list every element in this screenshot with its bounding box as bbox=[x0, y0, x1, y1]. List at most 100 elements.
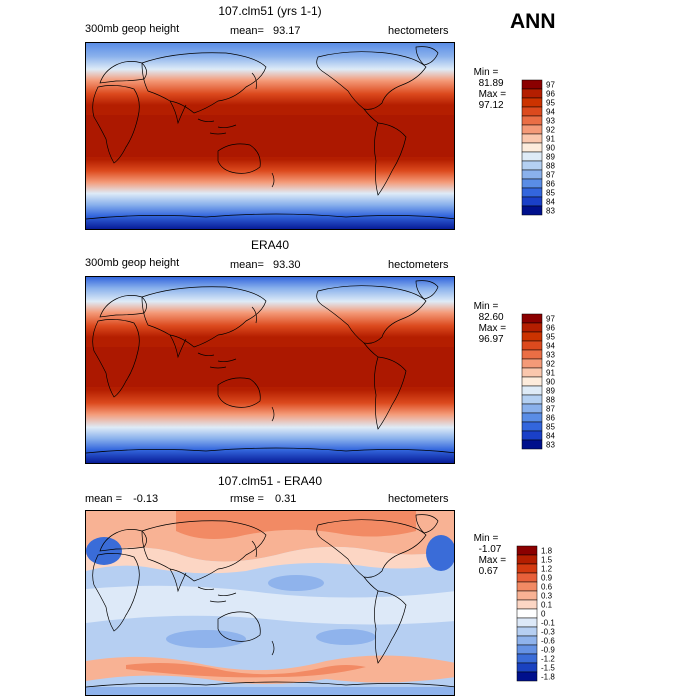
colorbar-tick-label: 92 bbox=[546, 126, 555, 135]
colorbar-swatch bbox=[516, 581, 538, 592]
colorbar-swatch bbox=[516, 635, 538, 646]
panel2-minmax: Min = 82.60 Max = 96.97 bbox=[468, 290, 507, 345]
panel2-field-label: 300mb geop height bbox=[85, 257, 180, 269]
panel2-min-label: Min = bbox=[473, 301, 499, 312]
colorbar-swatch bbox=[521, 115, 543, 126]
colorbar-swatch bbox=[521, 367, 543, 378]
panel1-mean-value: 93.17 bbox=[273, 25, 301, 37]
colorbar-tick-label: 93 bbox=[546, 117, 555, 126]
colorbar-swatch bbox=[521, 97, 543, 108]
panel1-field-label: 300mb geop height bbox=[85, 23, 180, 35]
colorbar-tick-label: 88 bbox=[546, 396, 555, 405]
panel1-title: 107.clm51 (yrs 1-1) bbox=[218, 4, 322, 18]
colorbar-swatch bbox=[516, 545, 538, 556]
panel3-minmax: Min = -1.07 Max = 0.67 bbox=[468, 522, 507, 577]
colorbar-swatch bbox=[521, 403, 543, 414]
panel3-colorbar: 1.8 1.5 1.2 0.9 0.6 0.3 0.1 0 -0.1 -0.3 -0.6 -0.9 -1… bbox=[516, 545, 577, 688]
colorbar-swatch bbox=[521, 187, 543, 198]
panel3-min-label: Min = bbox=[473, 533, 499, 544]
panel3-rmse-value: 0.31 bbox=[275, 493, 297, 505]
colorbar-swatch bbox=[516, 608, 538, 619]
colorbar-tick-label: 95 bbox=[546, 333, 555, 342]
colorbar-tick-label: 89 bbox=[546, 387, 555, 396]
colorbar-swatch bbox=[516, 626, 538, 637]
panel3-min-value: -1.07 bbox=[478, 544, 502, 555]
colorbar-tick-label: 89 bbox=[546, 153, 555, 162]
colorbar-tick-label: 96 bbox=[546, 324, 555, 333]
colorbar-tick-label: -0.9 bbox=[541, 646, 555, 655]
colorbar-tick-label: 88 bbox=[546, 162, 555, 171]
panel1-map bbox=[85, 42, 455, 230]
colorbar-swatch bbox=[516, 590, 538, 601]
panel2-mean-label: mean= bbox=[230, 259, 264, 271]
colorbar-swatch bbox=[516, 554, 538, 565]
panel2-max-value: 96.97 bbox=[478, 334, 504, 345]
colorbar-tick-label: 0.6 bbox=[541, 583, 553, 592]
colorbar-tick-label: 94 bbox=[546, 342, 555, 351]
colorbar-tick-label: 85 bbox=[546, 189, 555, 198]
colorbar-swatch bbox=[521, 349, 543, 360]
colorbar-tick-label: 90 bbox=[546, 144, 555, 153]
colorbar-swatch bbox=[521, 322, 543, 333]
colorbar-swatch bbox=[521, 133, 543, 144]
colorbar-swatch bbox=[516, 671, 538, 682]
colorbar-tick-label: 0.1 bbox=[541, 601, 553, 610]
colorbar-tick-label: 85 bbox=[546, 423, 555, 432]
colorbar-tick-label: -0.3 bbox=[541, 628, 555, 637]
colorbar-swatch bbox=[521, 151, 543, 162]
panel1-min-value: 81.89 bbox=[478, 78, 504, 89]
panel3-rmse-label: rmse = bbox=[230, 493, 264, 505]
panel1-mean-label: mean= bbox=[230, 25, 264, 37]
colorbar-swatch bbox=[521, 394, 543, 405]
panel3-rmse: rmse = 0.31 bbox=[230, 493, 296, 505]
colorbar-tick-label: 83 bbox=[546, 207, 555, 216]
colorbar-tick-label: -1.2 bbox=[541, 655, 555, 664]
colorbar-tick-label: 84 bbox=[546, 432, 555, 441]
colorbar-tick-label: -1.8 bbox=[541, 673, 555, 682]
panel3-field-svg bbox=[86, 511, 454, 695]
colorbar-swatch bbox=[521, 106, 543, 117]
colorbar-swatch bbox=[516, 572, 538, 583]
colorbar-swatch bbox=[521, 142, 543, 153]
colorbar-tick-label: 94 bbox=[546, 108, 555, 117]
panel1-max-label: Max = bbox=[478, 89, 507, 100]
panel2-map bbox=[85, 276, 455, 464]
colorbar-tick-label: 87 bbox=[546, 171, 555, 180]
panel2-max-label: Max = bbox=[478, 323, 507, 334]
colorbar-swatch bbox=[516, 653, 538, 664]
panel1-field-svg bbox=[86, 43, 454, 229]
colorbar-tick-label: 95 bbox=[546, 99, 555, 108]
colorbar-tick-label: 86 bbox=[546, 414, 555, 423]
colorbar-tick-label: -0.6 bbox=[541, 637, 555, 646]
panel3-map bbox=[85, 510, 455, 696]
colorbar-swatch bbox=[521, 439, 543, 450]
season-label: ANN bbox=[510, 10, 556, 33]
colorbar-tick-label: 97 bbox=[546, 81, 555, 90]
panel2-mean-value: 93.30 bbox=[273, 259, 301, 271]
panel2-units: hectometers bbox=[388, 259, 449, 271]
colorbar-tick-label: 1.2 bbox=[541, 565, 553, 574]
colorbar-tick-label: 87 bbox=[546, 405, 555, 414]
colorbar-swatch bbox=[521, 421, 543, 432]
colorbar-swatch bbox=[521, 385, 543, 396]
colorbar-swatch bbox=[521, 160, 543, 171]
colorbar-swatch bbox=[521, 313, 543, 324]
panel2-min-value: 82.60 bbox=[478, 312, 504, 323]
panel3-mean: mean = -0.13 bbox=[85, 493, 158, 505]
colorbar-tick-label: 0.3 bbox=[541, 592, 553, 601]
colorbar-swatch bbox=[521, 178, 543, 189]
colorbar-tick-label: 0.9 bbox=[541, 574, 553, 583]
colorbar-tick-label: 91 bbox=[546, 369, 555, 378]
colorbar-tick-label: 1.8 bbox=[541, 547, 553, 556]
panel2-field-svg bbox=[86, 277, 454, 463]
colorbar-tick-label: 91 bbox=[546, 135, 555, 144]
colorbar-tick-label: 96 bbox=[546, 90, 555, 99]
colorbar-tick-label: 0 bbox=[541, 610, 546, 619]
panel3-max-label: Max = bbox=[478, 555, 507, 566]
colorbar-swatch bbox=[521, 430, 543, 441]
colorbar-swatch bbox=[521, 88, 543, 99]
colorbar-swatch bbox=[521, 340, 543, 351]
colorbar-swatch bbox=[521, 196, 543, 207]
colorbar-swatch bbox=[521, 205, 543, 216]
panel1-min-label: Min = bbox=[473, 67, 499, 78]
